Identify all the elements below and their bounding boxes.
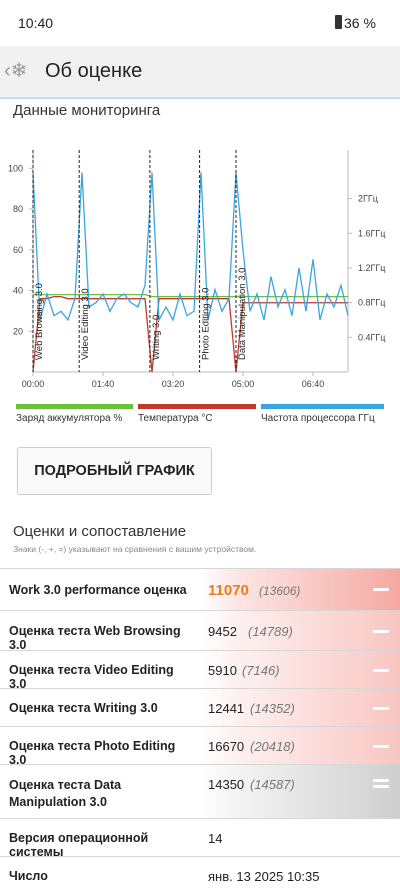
score: 11070: [208, 582, 249, 599]
y-tick-label: 20: [13, 326, 23, 336]
x-tick-label: 06:40: [302, 379, 325, 389]
series-line: [32, 172, 349, 323]
legend-swatch: [261, 404, 384, 409]
legend-label: Температура °C: [138, 413, 213, 424]
reference-score: (20418): [250, 739, 295, 754]
section-title: Данные мониторинга: [13, 102, 161, 119]
note: Знаки (-, +, =) указывают на сравнения с…: [13, 544, 257, 554]
score-row: Оценка теста Photo Editing 3.0 16670 (2041…: [0, 726, 400, 767]
app-bar: ‹❄ Об оценке: [0, 46, 400, 99]
marker-label: Video Editing 3.0: [80, 288, 91, 360]
monitoring-chart: 20 40 60 80 100 0.4ГГц 0.8ГГц 1.2ГГц 1.6ГГц 2ГГц 0…: [8, 150, 385, 424]
back-button[interactable]: ‹❄: [4, 60, 28, 82]
x-tick-label: 03:20: [162, 379, 185, 389]
marker-label: Web Browsing 3.0: [34, 283, 45, 360]
status-bar: 10:40 36 %: [0, 0, 400, 46]
reference-score: (14587): [250, 777, 295, 792]
compare-icon: [373, 745, 389, 748]
marker-label: Photo Editing 3.0: [201, 288, 212, 360]
score-row: Оценка теста Web Browsing 3.0 9452 (14789): [0, 610, 400, 652]
y2-tick-label: 1.6ГГц: [358, 228, 385, 238]
screen-title: Об оценке: [45, 60, 143, 82]
clock: 10:40: [18, 15, 54, 31]
legend-swatch: [138, 404, 256, 409]
y2-tick-label: 2ГГц: [358, 194, 378, 204]
y-tick-label: 80: [13, 204, 23, 214]
row-label: Оценка теста Video Editing 3.0: [9, 663, 174, 691]
row-label: Число: [9, 869, 48, 883]
score-row: Оценка теста Data Manipulation 3.0 14350 (…: [0, 764, 400, 818]
series-line: [32, 295, 348, 373]
reference-score: (7146): [242, 663, 280, 678]
battery-icon: [335, 15, 342, 29]
compare-icon: [373, 785, 389, 788]
reference-score: (14352): [250, 701, 295, 716]
series-line: [33, 293, 348, 298]
score: 14350: [208, 777, 245, 792]
compare-icon: [373, 707, 389, 710]
score-row: Оценка теста Writing 3.0 12441 (14352): [0, 688, 400, 726]
score-row: Оценка теста Video Editing 3.0 5910 (7146): [0, 650, 400, 691]
marker-label: Data Manipulation 3.0: [237, 268, 248, 360]
marker-label: Writing 3.0: [151, 315, 162, 360]
battery-level: 36 %: [344, 15, 376, 31]
info-row: Число янв. 13 2025 10:35: [0, 856, 400, 894]
x-tick-label: 01:40: [92, 379, 115, 389]
y-tick-label: 40: [13, 286, 23, 296]
compare-icon: [373, 588, 389, 591]
row-value: янв. 13 2025 10:35: [208, 869, 320, 884]
score-row: Work 3.0 performance оценка 11070 (13606): [0, 568, 400, 610]
y2-tick-label: 1.2ГГц: [358, 263, 385, 273]
compare-icon: [373, 779, 389, 782]
row-label: Оценка теста Photo Editing 3.0: [9, 739, 176, 767]
score: 9452: [208, 624, 237, 639]
score: 16670: [208, 739, 245, 754]
row-value: 14: [208, 831, 223, 846]
legend-label: Частота процессора ГГц: [261, 413, 375, 424]
score: 12441: [208, 701, 245, 716]
row-label: Версия операционной системы: [9, 831, 149, 859]
y2-tick-label: 0.4ГГц: [358, 332, 385, 342]
info-row: Версия операционной системы 14: [0, 818, 400, 859]
detail-button[interactable]: ПОДРОБНЫЙ ГРАФИК: [17, 447, 212, 495]
y2-tick-label: 0.8ГГц: [358, 298, 385, 308]
row-label: Оценка теста Writing 3.0: [9, 701, 158, 715]
row-label: Оценка теста Data Manipulation 3.0: [9, 778, 122, 809]
x-tick-label: 05:00: [232, 379, 255, 389]
reference-score: (14789): [248, 624, 293, 639]
reference-score: (13606): [259, 584, 301, 598]
score: 5910: [208, 663, 237, 678]
legend-label: Заряд аккумулятора %: [16, 413, 122, 424]
x-tick-label: 00:00: [22, 379, 45, 389]
compare-icon: [373, 669, 389, 672]
y-tick-label: 60: [13, 245, 23, 255]
legend-swatch: [16, 404, 133, 409]
row-label: Work 3.0 performance оценка: [9, 583, 187, 597]
row-label: Оценка теста Web Browsing 3.0: [9, 624, 181, 652]
y-tick-label: 100: [8, 163, 23, 173]
compare-icon: [373, 630, 389, 633]
section-title: Оценки и сопоставление: [13, 523, 187, 540]
